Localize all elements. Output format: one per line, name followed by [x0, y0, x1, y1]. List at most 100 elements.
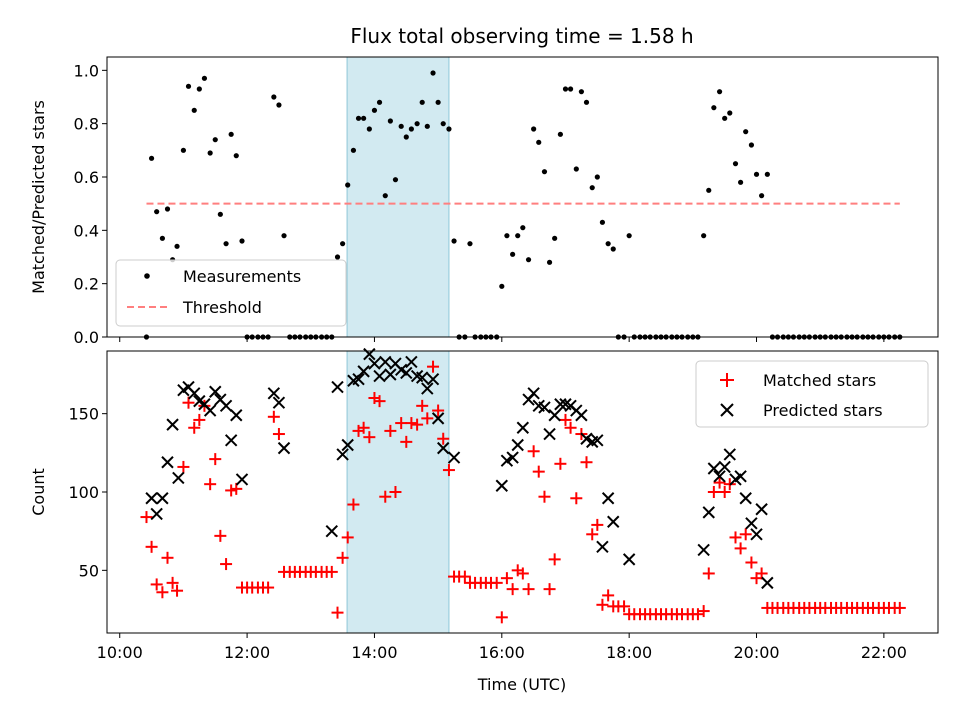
- y-tick-label: 50: [79, 561, 99, 580]
- matched-stars-point: [618, 600, 631, 613]
- measurements-point: [159, 235, 165, 241]
- count-legend: Matched stars Predicted stars: [695, 360, 929, 428]
- x-tick-label: 20:00: [733, 643, 779, 662]
- matched-stars-point: [421, 412, 434, 425]
- predicted-stars-point: [718, 460, 731, 474]
- legend-label-predicted: Predicted stars: [763, 401, 883, 420]
- predicted-stars-point: [516, 421, 530, 434]
- matched-stars-point: [341, 531, 354, 544]
- matched-stars-point: [325, 565, 338, 578]
- predicted-stars-point: [601, 492, 615, 505]
- measurements-point: [759, 193, 765, 199]
- measurements-point: [239, 238, 245, 244]
- predicted-stars-point: [368, 357, 381, 370]
- predicted-stars-point: [511, 438, 524, 452]
- matched-stars-point: [437, 432, 450, 445]
- measurements-point: [217, 211, 223, 217]
- y-tick-label: 0.2: [74, 275, 99, 294]
- measurements-point: [605, 241, 611, 247]
- matched-stars-point: [384, 424, 397, 437]
- predicted-stars-point: [219, 399, 233, 413]
- count-points: [140, 347, 906, 624]
- matched-stars-point: [532, 465, 545, 478]
- matched-stars-point: [204, 478, 217, 491]
- measurements-point: [223, 241, 229, 247]
- matched-stars-point: [230, 482, 243, 495]
- x-tick-label: 14:00: [351, 643, 397, 662]
- ratio-y-ticks: 0.0 0.2 0.4 0.6 0.8 1.0: [74, 61, 107, 347]
- predicted-stars-point: [755, 503, 768, 516]
- legend-label-threshold: Threshold: [182, 298, 262, 317]
- predicted-stars-point: [357, 365, 370, 378]
- matched-stars-point: [400, 435, 413, 448]
- matched-stars-point: [586, 528, 599, 541]
- measurements-point: [567, 86, 574, 92]
- predicted-stars-point: [745, 517, 758, 530]
- predicted-stars-point: [421, 382, 434, 395]
- matched-stars-point: [591, 518, 604, 531]
- measurements-point: [191, 107, 197, 113]
- measurements-point: [583, 99, 590, 105]
- matched-stars-point: [564, 421, 577, 434]
- measurements-point: [546, 259, 553, 265]
- measurements-point: [499, 283, 505, 289]
- measurement-points: [143, 70, 903, 340]
- predicted-stars-point: [500, 454, 514, 467]
- measurements-point: [578, 89, 585, 95]
- matched-stars-point: [171, 584, 184, 597]
- matched-stars-point: [150, 578, 163, 591]
- measurements-point: [355, 115, 362, 121]
- count-x-ticks: 10:00 12:00 14:00 16:00 18:00 20:00 22:00: [97, 633, 907, 662]
- predicted-stars-point: [203, 404, 217, 417]
- count-panel: 50 100 150 10:00 12:00 14:00 16:00 18:00 20:00 2…: [29, 347, 939, 694]
- matched-stars-point: [729, 531, 742, 544]
- predicted-stars-point: [548, 409, 561, 422]
- matched-stars-point: [267, 410, 280, 423]
- matched-stars-point: [893, 601, 906, 614]
- matched-stars-point: [272, 428, 285, 441]
- measurements-point: [626, 233, 632, 239]
- measurements-point: [271, 94, 277, 100]
- predicted-stars-point: [235, 473, 249, 486]
- highlight-band: [346, 56, 450, 338]
- measurements-point: [727, 110, 733, 116]
- predicted-stars-point: [580, 432, 593, 445]
- predicted-stars-point: [188, 387, 201, 400]
- measurements-point: [520, 225, 526, 231]
- predicted-stars-point: [272, 396, 286, 409]
- x-tick-label: 12:00: [224, 643, 270, 662]
- predicted-stars-point: [761, 576, 774, 590]
- legend-marker-measurements: [144, 273, 150, 279]
- count-y-axis-label: Count: [29, 468, 48, 516]
- matched-stars-point: [214, 529, 227, 542]
- matched-stars-point: [427, 360, 440, 373]
- measurements-point: [541, 169, 548, 175]
- measurements-point: [392, 177, 399, 183]
- predicted-stars-point: [150, 507, 163, 521]
- predicted-stars-point: [352, 372, 365, 386]
- measurements-point: [340, 241, 346, 247]
- matched-stars-point: [718, 486, 731, 498]
- matched-stars-point: [490, 576, 503, 589]
- matched-stars-point: [755, 567, 768, 580]
- y-tick-label: 1.0: [74, 61, 99, 80]
- predicted-stars-point: [341, 438, 354, 452]
- matched-stars-point: [411, 418, 424, 431]
- predicted-stars-point: [331, 380, 344, 394]
- y-tick-label: 0.4: [74, 221, 99, 240]
- predicted-stars-point: [426, 372, 440, 386]
- matched-stars-point: [707, 486, 720, 498]
- matched-stars-point: [177, 460, 190, 473]
- measurements-point: [398, 123, 404, 129]
- measurements-point: [722, 115, 728, 121]
- measurements-point: [174, 243, 180, 249]
- measurements-point: [196, 86, 202, 92]
- measurements-point: [371, 107, 378, 113]
- measurements-point: [531, 126, 537, 132]
- predicted-stars-point: [230, 409, 243, 422]
- measurements-point: [361, 115, 367, 121]
- measurements-point: [748, 142, 755, 148]
- measurements-point: [589, 185, 595, 191]
- measurements-point: [276, 102, 282, 108]
- measurements-point: [233, 153, 239, 159]
